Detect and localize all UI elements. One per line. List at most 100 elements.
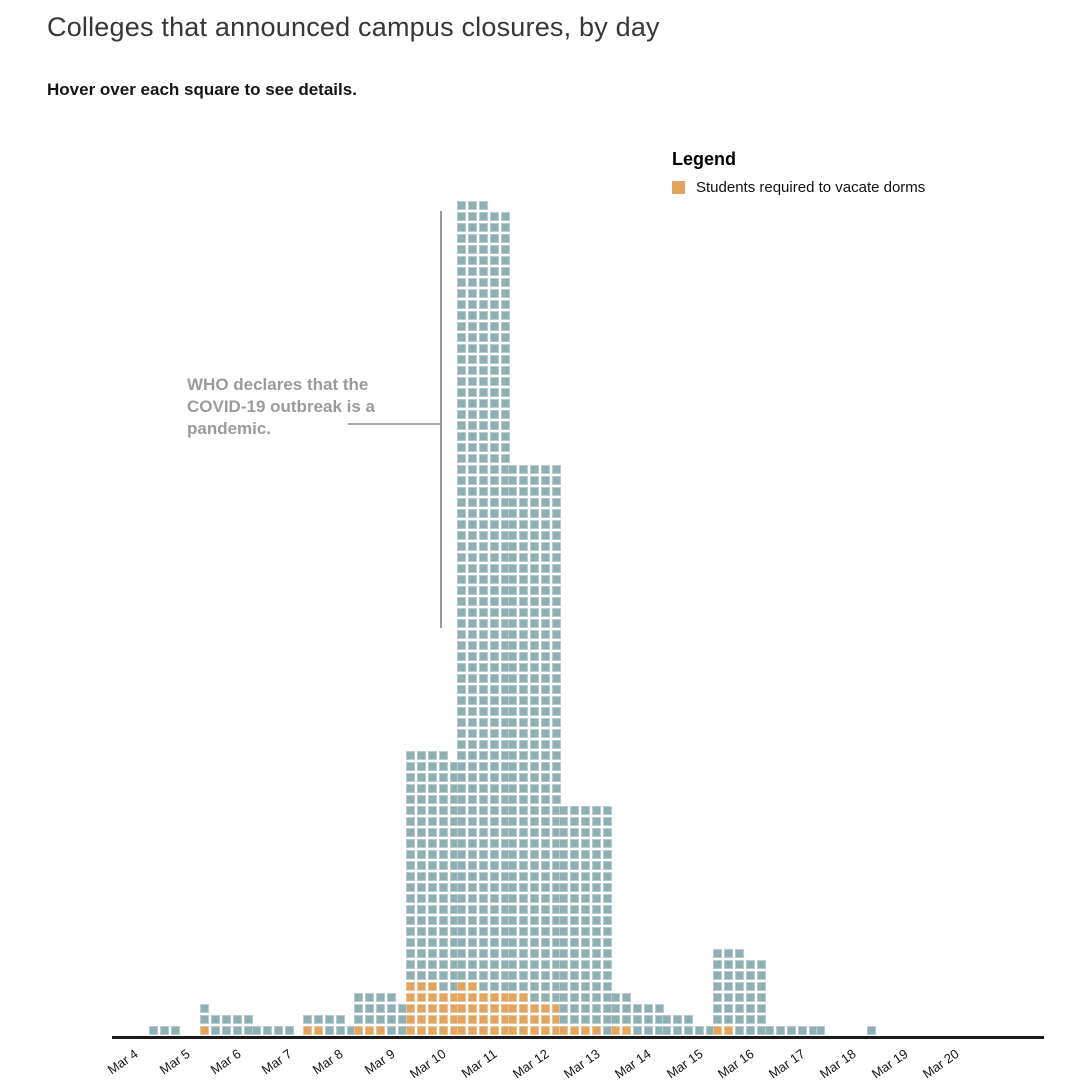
college-square[interactable] [416, 938, 426, 947]
college-square[interactable] [478, 267, 488, 276]
college-square[interactable] [478, 1004, 488, 1013]
college-square[interactable] [467, 1026, 477, 1035]
college-square[interactable] [541, 740, 551, 749]
college-square[interactable] [489, 1004, 499, 1013]
college-square[interactable] [416, 927, 426, 936]
college-square[interactable] [684, 1026, 693, 1035]
college-square[interactable] [449, 927, 459, 936]
college-square[interactable] [541, 1004, 551, 1013]
college-square[interactable] [438, 982, 448, 991]
college-square[interactable] [775, 1026, 785, 1035]
college-square[interactable] [489, 487, 499, 496]
college-square[interactable] [570, 916, 580, 925]
college-square[interactable] [427, 784, 437, 793]
college-square[interactable] [478, 872, 488, 881]
college-square[interactable] [508, 652, 518, 661]
college-square[interactable] [438, 938, 448, 947]
college-square[interactable] [405, 1015, 415, 1024]
college-square[interactable] [478, 531, 488, 540]
college-square[interactable] [552, 652, 562, 661]
college-square[interactable] [559, 883, 569, 892]
college-square[interactable] [405, 1026, 415, 1035]
college-square[interactable] [500, 289, 510, 298]
college-square[interactable] [757, 993, 767, 1002]
college-square[interactable] [530, 971, 540, 980]
college-square[interactable] [478, 916, 488, 925]
college-square[interactable] [592, 1026, 602, 1035]
college-square[interactable] [456, 861, 466, 870]
college-square[interactable] [456, 432, 466, 441]
college-square[interactable] [797, 1026, 807, 1035]
college-square[interactable] [427, 916, 437, 925]
college-square[interactable] [456, 443, 466, 452]
college-square[interactable] [662, 1015, 671, 1024]
college-square[interactable] [552, 806, 562, 815]
college-square[interactable] [478, 487, 488, 496]
college-square[interactable] [416, 751, 426, 760]
college-square[interactable] [467, 795, 477, 804]
college-square[interactable] [456, 311, 466, 320]
college-square[interactable] [489, 707, 499, 716]
college-square[interactable] [508, 762, 518, 771]
college-square[interactable] [478, 542, 488, 551]
college-square[interactable] [489, 344, 499, 353]
college-square[interactable] [405, 806, 415, 815]
college-square[interactable] [456, 564, 466, 573]
college-square[interactable] [519, 586, 529, 595]
college-square[interactable] [500, 663, 510, 672]
college-square[interactable] [427, 773, 437, 782]
college-square[interactable] [354, 1004, 364, 1013]
college-square[interactable] [519, 718, 529, 727]
college-square[interactable] [500, 520, 510, 529]
college-square[interactable] [559, 927, 569, 936]
college-square[interactable] [552, 894, 562, 903]
college-square[interactable] [365, 1026, 375, 1035]
college-square[interactable] [541, 784, 551, 793]
college-square[interactable] [456, 663, 466, 672]
college-square[interactable] [552, 773, 562, 782]
college-square[interactable] [808, 1026, 818, 1035]
college-square[interactable] [489, 817, 499, 826]
college-square[interactable] [467, 630, 477, 639]
college-square[interactable] [519, 773, 529, 782]
college-square[interactable] [438, 927, 448, 936]
college-square[interactable] [489, 377, 499, 386]
college-square[interactable] [456, 630, 466, 639]
college-square[interactable] [530, 520, 540, 529]
college-square[interactable] [405, 828, 415, 837]
college-square[interactable] [284, 1026, 294, 1035]
college-square[interactable] [746, 1015, 756, 1024]
college-square[interactable] [724, 949, 734, 958]
college-square[interactable] [713, 993, 723, 1002]
college-square[interactable] [541, 872, 551, 881]
college-square[interactable] [508, 949, 518, 958]
college-square[interactable] [519, 762, 529, 771]
college-square[interactable] [706, 1026, 715, 1035]
college-square[interactable] [570, 861, 580, 870]
college-square[interactable] [632, 1015, 642, 1024]
college-square[interactable] [456, 718, 466, 727]
college-square[interactable] [405, 839, 415, 848]
college-square[interactable] [478, 938, 488, 947]
college-square[interactable] [416, 1026, 426, 1035]
college-square[interactable] [489, 498, 499, 507]
college-square[interactable] [673, 1026, 682, 1035]
college-square[interactable] [519, 597, 529, 606]
college-square[interactable] [764, 1026, 774, 1035]
college-square[interactable] [500, 762, 510, 771]
college-square[interactable] [592, 960, 602, 969]
college-square[interactable] [405, 861, 415, 870]
college-square[interactable] [508, 553, 518, 562]
college-square[interactable] [489, 267, 499, 276]
college-square[interactable] [449, 883, 459, 892]
college-square[interactable] [757, 971, 767, 980]
college-square[interactable] [489, 443, 499, 452]
college-square[interactable] [467, 1015, 477, 1024]
college-square[interactable] [530, 553, 540, 562]
college-square[interactable] [456, 212, 466, 221]
college-square[interactable] [354, 993, 364, 1002]
college-square[interactable] [456, 531, 466, 540]
college-square[interactable] [570, 905, 580, 914]
college-square[interactable] [467, 718, 477, 727]
college-square[interactable] [456, 696, 466, 705]
